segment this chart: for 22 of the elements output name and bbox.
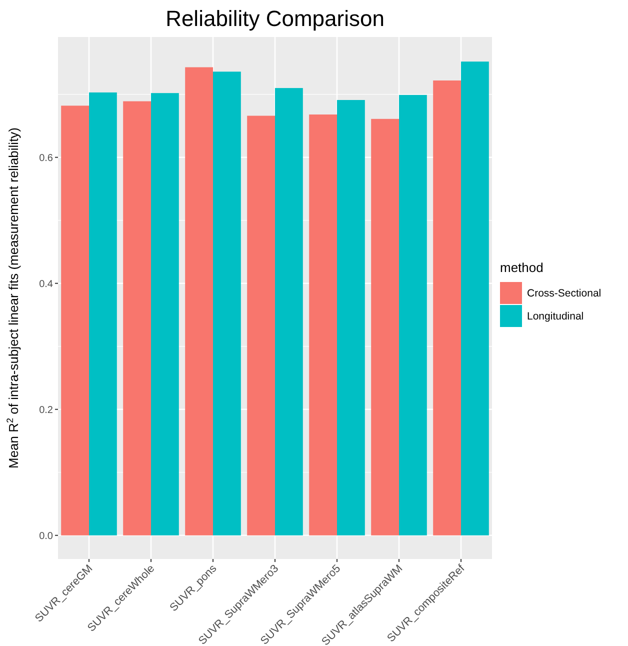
- legend-label: Cross-Sectional: [527, 288, 602, 300]
- bar: [213, 72, 241, 536]
- legend-label: Longitudinal: [527, 310, 584, 323]
- bar: [89, 92, 117, 536]
- y-tick-label: 0.2: [39, 404, 54, 416]
- bar: [433, 80, 461, 536]
- bar: [123, 101, 151, 536]
- bar: [247, 116, 275, 536]
- legend-title: method: [500, 260, 544, 275]
- bar: [461, 62, 489, 536]
- bar: [275, 88, 303, 536]
- chart-title: Reliability Comparison: [166, 6, 384, 31]
- bar: [399, 94, 427, 536]
- y-tick-label: 0.0: [39, 530, 54, 542]
- y-tick-label: 0.4: [39, 278, 54, 290]
- y-tick-label: 0.6: [39, 152, 54, 164]
- bar: [309, 114, 337, 536]
- bar: [185, 67, 213, 536]
- bar: [337, 100, 365, 536]
- bar: [151, 93, 179, 536]
- bar: [371, 118, 399, 536]
- bar: [61, 106, 89, 536]
